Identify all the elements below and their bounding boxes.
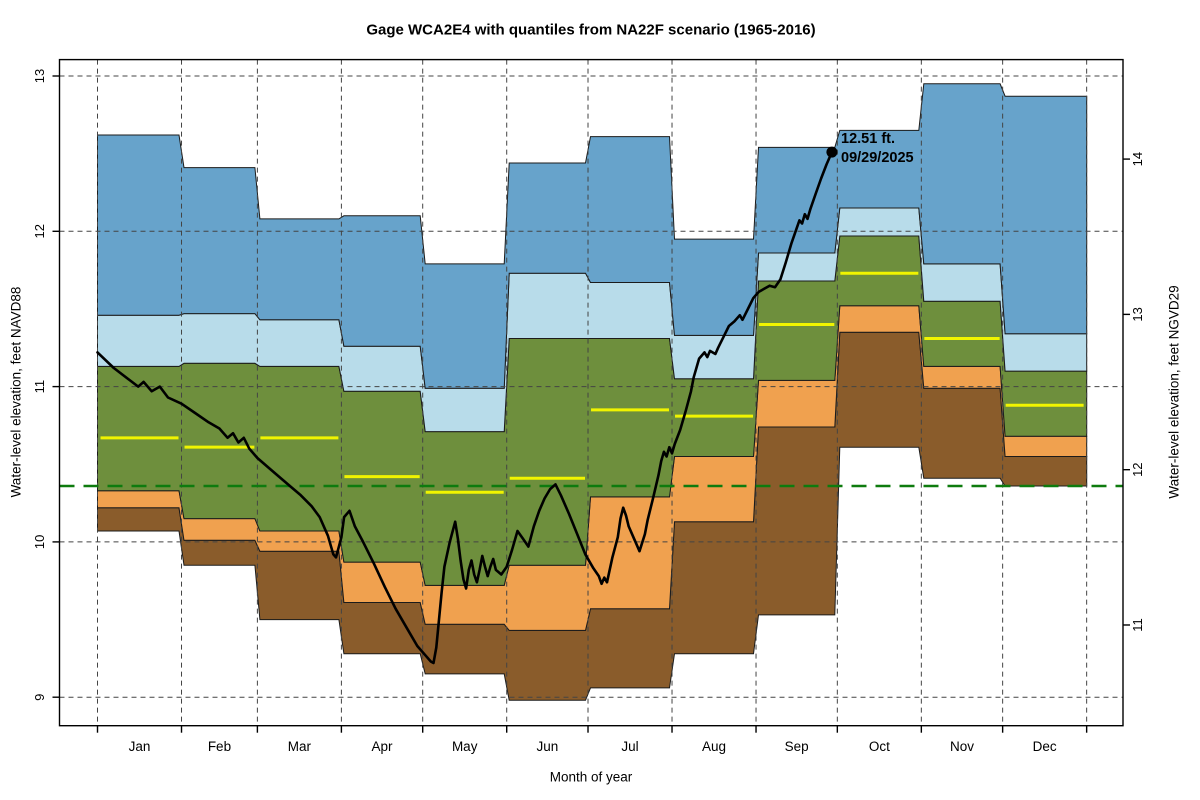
plot-box [58, 58, 1124, 727]
quantile-bands [97, 83, 1088, 701]
month-label: Oct [869, 739, 890, 754]
y-axis-right-title: Water-level elevation, feet NGVD29 [1166, 285, 1182, 499]
month-label: Jul [621, 739, 638, 754]
y-axis-left-title: Water-level elevation, feet NAVD88 [8, 286, 24, 498]
axes: 9 10 11 12 13 11 12 13 14 Jan Feb Mar Apr May Jun Jul Au… [32, 58, 1145, 754]
annotation-value: 12.51 ft. [841, 131, 895, 147]
month-label: Jan [129, 739, 151, 754]
left-tick-label: 9 [32, 694, 47, 701]
left-tick-label: 13 [32, 69, 47, 83]
right-tick-label: 14 [1130, 152, 1145, 166]
month-label: Nov [950, 739, 974, 754]
month-label: Feb [208, 739, 231, 754]
month-label: Sep [785, 739, 809, 754]
month-label: May [452, 739, 478, 754]
month-label: Apr [372, 739, 394, 754]
chart-title: Gage WCA2E4 with quantiles from NA22F sc… [366, 21, 816, 39]
left-tick-label: 11 [32, 380, 47, 394]
trace-line [96, 150, 834, 665]
current-level-annotation: 12.51 ft. 09/29/2025 [841, 130, 914, 168]
month-label: Jun [536, 739, 558, 754]
right-tick-label: 11 [1130, 618, 1145, 632]
right-tick-label: 12 [1130, 462, 1145, 476]
gridlines [59, 59, 1123, 726]
x-axis-title: Month of year [549, 769, 633, 785]
month-label: Aug [702, 739, 726, 754]
water-level-trace [96, 146, 838, 665]
right-tick-label: 13 [1130, 307, 1145, 321]
left-tick-label: 12 [32, 224, 47, 238]
month-label: Mar [288, 739, 312, 754]
annotation-date: 09/29/2025 [841, 150, 914, 166]
median-lines [100, 271, 1084, 494]
current-level-marker [826, 146, 838, 158]
month-label: Dec [1033, 739, 1057, 754]
left-tick-label: 10 [32, 535, 47, 549]
